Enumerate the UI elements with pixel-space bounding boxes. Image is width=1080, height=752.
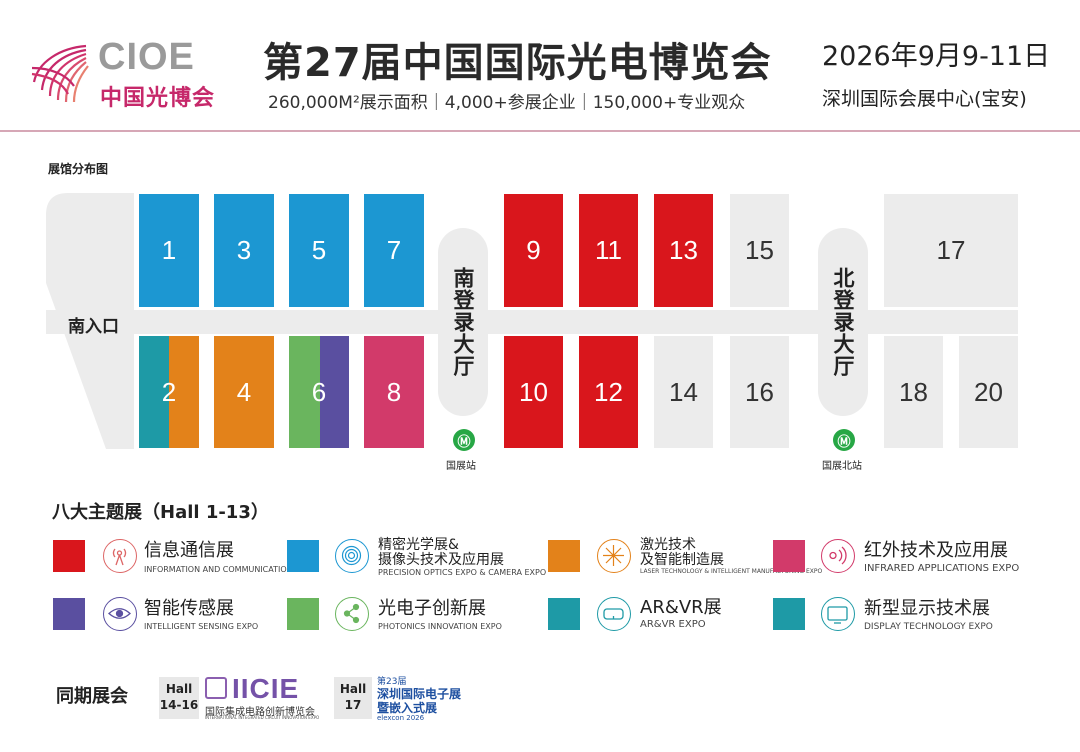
- hall-18[interactable]: 18: [884, 336, 943, 448]
- iicie-logo: IICIE: [232, 673, 300, 704]
- legend-swatch-laser: [548, 540, 580, 572]
- hall-4[interactable]: 4: [214, 336, 274, 448]
- north-lobby[interactable]: 北登录大厅: [818, 228, 868, 416]
- hall-11[interactable]: 11: [579, 194, 638, 307]
- hall-8[interactable]: 8: [364, 336, 424, 448]
- elexcon-hall-number: 17: [344, 698, 362, 712]
- legend-swatch-optics: [287, 540, 319, 572]
- page-subtitle: 260,000M²展示面积｜4,000+参展企业｜150,000+专业观众: [268, 93, 746, 113]
- metro-icon: Ⓜ: [453, 429, 475, 451]
- page-title: 第27届中国国际光电博览会: [263, 40, 772, 86]
- hall-20[interactable]: 20: [959, 336, 1018, 448]
- legend-label-laser-line2: 及智能制造展: [640, 552, 724, 568]
- legend-title: 八大主题展（Hall 1-13）: [52, 502, 269, 523]
- legend-swatch-display: [773, 598, 805, 630]
- iicie-hall-number: 14-16: [159, 698, 199, 712]
- elexcon-edition: 第23届: [377, 677, 407, 687]
- hall-10[interactable]: 10: [504, 336, 563, 448]
- legend-label-photonics: 光电子创新展: [378, 598, 486, 619]
- north-lobby-label: 北登录大厅: [831, 267, 855, 377]
- legend-label-photonics-en: PHOTONICS INNOVATION EXPO: [378, 622, 502, 631]
- legend-label-optics-line2: 摄像头技术及应用展: [378, 552, 504, 568]
- hall-2-laser-section: [169, 336, 199, 448]
- legend-swatch-infrared: [773, 540, 805, 572]
- metro-icon: Ⓜ: [833, 429, 855, 451]
- hall-9[interactable]: 9: [504, 194, 563, 307]
- hall-6-sensing-section: [320, 336, 349, 448]
- event-date: 2026年9月9-11日: [822, 41, 1051, 72]
- legend-label-optics: 精密光学展&: [378, 537, 459, 553]
- legend-label-arvr: AR&VR展: [640, 597, 722, 618]
- legend-label-arvr-en: AR&VR EXPO: [640, 619, 706, 630]
- header-divider: [0, 130, 1080, 132]
- antenna-icon: [103, 539, 137, 573]
- legend-label-communication: 信息通信展: [144, 540, 234, 561]
- display-icon: [821, 597, 855, 631]
- iicie-hall-badge: Hall 14-16: [159, 677, 199, 719]
- main-corridor: [46, 310, 1018, 334]
- event-venue: 深圳国际会展中心(宝安): [822, 88, 1027, 110]
- legend-label-infrared-en: INFRARED APPLICATIONS EXPO: [864, 563, 1020, 574]
- chip-icon: [205, 677, 227, 699]
- elexcon-hall-label: Hall: [339, 682, 367, 696]
- hall-6[interactable]: 6: [311, 376, 327, 407]
- laser-burst-icon: [597, 539, 631, 573]
- hall-16[interactable]: 16: [730, 336, 789, 448]
- south-lobby-label: 南登录大厅: [451, 267, 475, 377]
- legend-swatch-arvr: [548, 598, 580, 630]
- south-metro-station-label: 国展站: [446, 461, 476, 472]
- legend-label-communication-en: INFORMATION AND COMMUNICATION EXPO: [144, 565, 317, 574]
- legend-label-sensing-en: INTELLIGENT SENSING EXPO: [144, 622, 259, 631]
- hall-6-photonics-section: [289, 336, 320, 448]
- hall-17[interactable]: 17: [884, 194, 1018, 307]
- elexcon-hall-badge: Hall 17: [334, 677, 372, 719]
- cioe-logo-chinese: 中国光博会: [100, 86, 216, 111]
- legend-label-laser-en: LASER TECHNOLOGY & INTELLIGENT MANUFACTU…: [640, 568, 823, 575]
- elexcon-brand: elexcon 2026: [377, 714, 425, 722]
- hall-1[interactable]: 1: [139, 194, 199, 307]
- south-lobby[interactable]: 南登录大厅: [438, 228, 488, 416]
- infrared-icon: [821, 539, 855, 573]
- hall-3[interactable]: 3: [214, 194, 274, 307]
- hall-5[interactable]: 5: [289, 194, 349, 307]
- legend-label-infrared: 红外技术及应用展: [864, 540, 1008, 561]
- hall-12[interactable]: 12: [579, 336, 638, 448]
- iicie-hall-label: Hall: [165, 682, 193, 696]
- elexcon-title-line1: 深圳国际电子展: [377, 687, 462, 701]
- south-entrance-label: 南入口: [68, 317, 119, 337]
- eye-icon: [103, 597, 137, 631]
- iicie-english-name: INTERNATIONAL INTEGRATED CIRCUIT INNOVAT…: [205, 715, 320, 720]
- hall-2[interactable]: 2: [161, 376, 177, 407]
- legend-swatch-sensing: [53, 598, 85, 630]
- legend-label-laser: 激光技术: [640, 537, 696, 553]
- north-metro-station-label: 国展北站: [822, 461, 862, 472]
- hall-14[interactable]: 14: [654, 336, 713, 448]
- map-title: 展馆分布图: [48, 162, 109, 176]
- cioe-logo-mark-icon: [31, 44, 89, 103]
- iicie-chinese-name: 国际集成电路创新博览会: [205, 707, 315, 718]
- cioe-logo-text: CIOE: [98, 36, 195, 78]
- legend-label-optics-en: PRECISION OPTICS EXPO & CAMERA EXPO: [378, 568, 547, 577]
- elexcon-title-line2: 暨嵌入式展: [377, 701, 438, 715]
- concurrent-expos-label: 同期展会: [56, 686, 128, 707]
- legend-label-sensing: 智能传感展: [144, 598, 234, 619]
- legend-label-display-en: DISPLAY TECHNOLOGY EXPO: [864, 622, 993, 632]
- lens-icon: [335, 539, 369, 573]
- hall-7[interactable]: 7: [364, 194, 424, 307]
- vr-headset-icon: [597, 597, 631, 631]
- legend-swatch-communication: [53, 540, 85, 572]
- legend-label-display: 新型显示技术展: [864, 598, 990, 619]
- hall-13[interactable]: 13: [654, 194, 713, 307]
- network-icon: [335, 597, 369, 631]
- hall-2-display-section: [139, 336, 169, 448]
- legend-swatch-photonics: [287, 598, 319, 630]
- hall-15[interactable]: 15: [730, 194, 789, 307]
